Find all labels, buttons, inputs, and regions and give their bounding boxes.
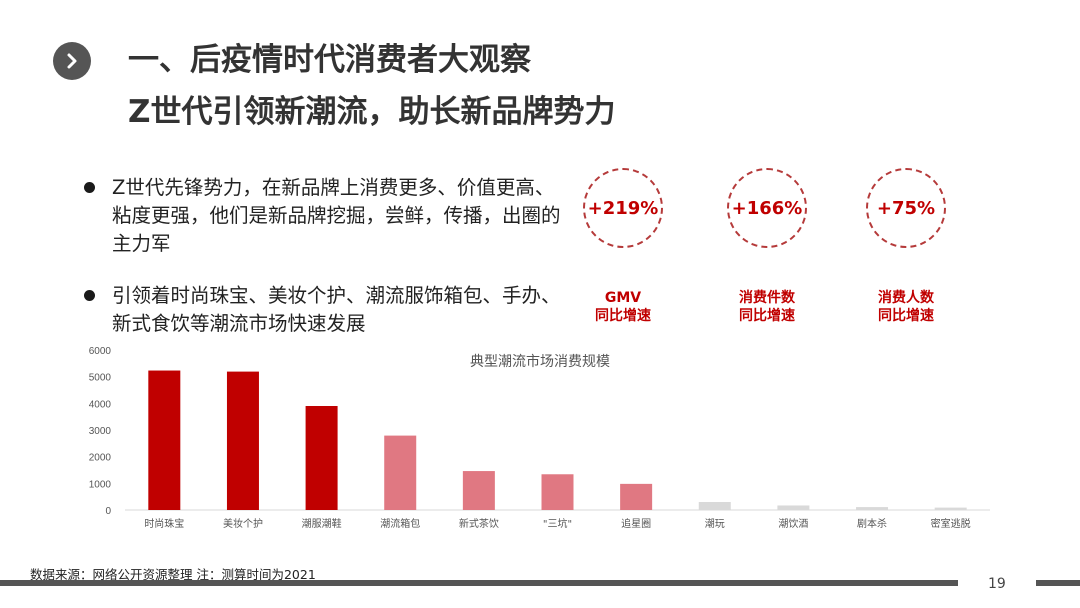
bar-11 xyxy=(934,507,967,510)
y-tick-label: 2000 xyxy=(89,453,112,464)
bar-7 xyxy=(620,483,653,510)
bar-6 xyxy=(541,474,574,510)
data-source-note: 数据来源：网络公开资源整理 注：测算时间为2021 xyxy=(30,567,316,582)
bar-1 xyxy=(148,370,181,510)
footer-divider xyxy=(0,580,958,586)
y-tick-label: 0 xyxy=(105,506,111,517)
y-tick-label: 5000 xyxy=(89,373,112,384)
stat-label: 消费件数 同比增速 xyxy=(739,290,795,324)
x-tick-label: 时尚珠宝 xyxy=(144,517,184,530)
stat-users: +75% 消费人数 同比增速 xyxy=(856,168,956,325)
stat-value: +75% xyxy=(866,168,946,248)
stat-value: +166% xyxy=(727,168,807,248)
stat-label: 消费人数 同比增速 xyxy=(878,290,934,324)
x-tick-label: 潮流箱包 xyxy=(380,517,420,530)
bar-2 xyxy=(226,371,259,510)
x-tick-label: 密室逃脱 xyxy=(931,517,971,530)
y-tick-label: 3000 xyxy=(89,426,112,437)
bar-3 xyxy=(305,406,338,510)
x-tick-label: 美妆个护 xyxy=(223,517,263,530)
x-tick-label: 潮饮酒 xyxy=(778,517,808,530)
y-tick-label: 1000 xyxy=(89,479,112,490)
stat-gmv: +219% GMV 同比增速 xyxy=(573,168,673,325)
y-tick-label: 6000 xyxy=(89,346,112,357)
bullet-text: 引领着时尚珠宝、美妆个护、潮流服饰箱包、手办、新式食饮等潮流市场快速发展 xyxy=(112,284,561,335)
bullet-item-2: 引领着时尚珠宝、美妆个护、潮流服饰箱包、手办、新式食饮等潮流市场快速发展 xyxy=(80,282,570,338)
y-tick-label: 4000 xyxy=(89,399,112,410)
chevron-glyph xyxy=(67,53,77,69)
page-number: 19 xyxy=(988,576,1006,592)
x-tick-label: 追星圈 xyxy=(621,517,651,530)
bullet-text: Z世代先锋势力，在新品牌上消费更多、价值更高、粘度更强，他们是新品牌挖掘，尝鲜，… xyxy=(112,176,561,255)
stat-label: GMV 同比增速 xyxy=(595,290,651,324)
x-tick-label: 剧本杀 xyxy=(857,517,887,530)
bullet-dot-icon xyxy=(84,290,95,301)
page-subtitle: Z世代引领新潮流，助长新品牌势力 xyxy=(128,94,616,130)
bar-10 xyxy=(856,507,889,510)
bullet-list: Z世代先锋势力，在新品牌上消费更多、价值更高、粘度更强，他们是新品牌挖掘，尝鲜，… xyxy=(80,174,570,362)
chevron-right-icon[interactable] xyxy=(53,42,91,80)
x-tick-label: 潮服潮鞋 xyxy=(302,517,342,530)
market-size-bar-chart: 0 1000 2000 3000 4000 5000 6000 时尚珠宝 美妆个护 潮服潮鞋 潮流箱… xyxy=(89,346,990,530)
chart-title: 典型潮流市场消费规模 xyxy=(470,353,610,370)
footer-divider-right xyxy=(1036,580,1080,586)
stat-items: +166% 消费件数 同比增速 xyxy=(717,168,817,325)
bar-9 xyxy=(777,505,810,510)
x-tick-label: 潮玩 xyxy=(705,517,725,530)
bar-8 xyxy=(698,502,731,510)
bullet-item-1: Z世代先锋势力，在新品牌上消费更多、价值更高、粘度更强，他们是新品牌挖掘，尝鲜，… xyxy=(80,174,570,258)
stat-value: +219% xyxy=(583,168,663,248)
x-tick-label: 新式茶饮 xyxy=(459,517,499,530)
x-tick-label: "三坑" xyxy=(543,517,572,530)
bar-5 xyxy=(462,471,495,510)
bullet-dot-icon xyxy=(84,182,95,193)
bar-4 xyxy=(384,435,417,510)
page-title: 一、后疫情时代消费者大观察 xyxy=(128,42,531,78)
